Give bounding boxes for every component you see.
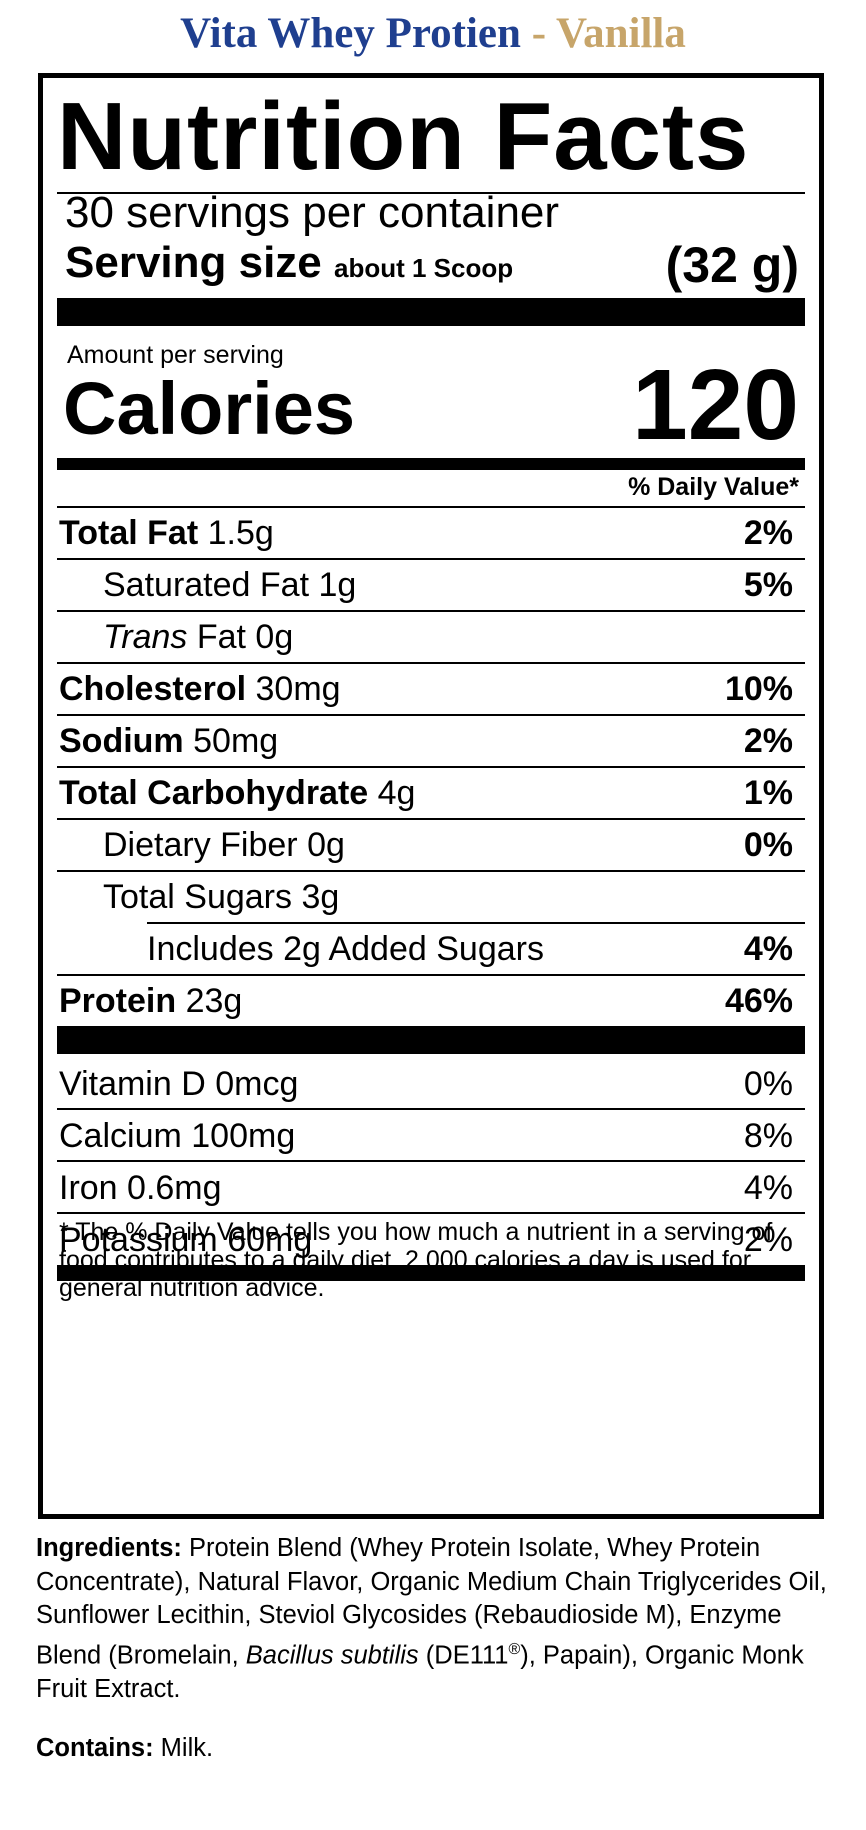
- vitamin-daily-value: 4%: [743, 1169, 793, 1207]
- daily-value-header: % Daily Value*: [628, 473, 799, 501]
- nutrient-amount: 4g: [377, 774, 416, 812]
- vitamin-amount: 0mcg: [215, 1065, 299, 1103]
- nutrient-daily-value: 2%: [743, 722, 793, 760]
- product-name: Vita Whey Protien: [180, 10, 521, 57]
- nutrient-name: Total Sugars: [103, 878, 292, 916]
- nutrient-amount: 50mg: [193, 722, 279, 760]
- vitamin-row-iron: Iron 0.6mg 4%: [57, 1158, 805, 1219]
- nutrient-name: Fat: [196, 618, 246, 656]
- thick-divider: [57, 298, 805, 326]
- vitamin-amount: 100mg: [191, 1117, 296, 1155]
- divider: [57, 1160, 805, 1162]
- divider: [57, 192, 805, 194]
- vitamin-amount: 60mg: [227, 1221, 313, 1259]
- nutrient-name: Sodium: [59, 722, 184, 760]
- serving-size-detail: about 1 Scoop: [334, 253, 514, 283]
- vitamin-name: Calcium: [59, 1117, 182, 1155]
- vitamin-daily-value: 0%: [743, 1065, 793, 1103]
- nutrient-amount: 1g: [318, 566, 357, 604]
- nutrient-name: Saturated Fat: [103, 566, 310, 604]
- amount-per-serving: Amount per serving: [67, 341, 284, 369]
- vitamin-row-vitamin-d: Vitamin D 0mcg 0%: [57, 1054, 805, 1115]
- nutrient-amount: 0g: [255, 618, 294, 656]
- ingredients-text: ), Papain), Organic Monk Fruit Extract.: [36, 1641, 804, 1703]
- calories-value: 120: [632, 349, 799, 461]
- ingredients-statement: Ingredients: Protein Blend (Whey Protein…: [36, 1532, 846, 1706]
- ingredients-label: Ingredients:: [36, 1534, 182, 1562]
- contains-text: Milk.: [160, 1734, 214, 1762]
- serving-size: Serving size about 1 Scoop: [65, 238, 513, 293]
- nutrient-name-italic: Trans: [103, 618, 188, 656]
- nutrition-facts-panel: Nutrition Facts 30 servings per containe…: [38, 73, 824, 1519]
- product-flavor: Vanilla: [555, 10, 686, 57]
- nutrient-row-protein: Protein 23g 46%: [57, 971, 805, 1032]
- divider: [57, 974, 805, 976]
- contains-label: Contains:: [36, 1734, 154, 1762]
- title-separator: -: [520, 10, 556, 57]
- nutrient-amount: 23g: [185, 982, 243, 1020]
- nutrient-daily-value: 5%: [743, 566, 793, 604]
- allergen-statement: Contains: Milk.: [36, 1732, 213, 1766]
- nutrient-amount: 1.5g: [207, 514, 274, 552]
- ingredients-text: Protein Blend (Whey Protein Isolate, Whe…: [36, 1534, 827, 1669]
- nutrient-row-cholesterol: Cholesterol 30mg 10%: [57, 659, 805, 720]
- nutrient-row-sodium: Sodium 50mg 2%: [57, 711, 805, 772]
- nutrient-row-total-fat: Total Fat 1.5g 2%: [57, 503, 805, 564]
- divider: [57, 766, 805, 768]
- nutrient-amount: 0g: [307, 826, 345, 864]
- divider: [57, 506, 805, 508]
- servings-per-container: 30 servings per container: [65, 188, 560, 237]
- nutrient-daily-value: 1%: [743, 774, 793, 812]
- vitamin-row-potassium: Potassium 60mg 2%: [57, 1210, 805, 1271]
- thick-divider: [57, 1026, 805, 1054]
- medium-divider: [57, 458, 805, 470]
- vitamin-daily-value: 2%: [743, 1221, 793, 1259]
- divider: [57, 610, 805, 612]
- nutrient-name: Protein: [59, 982, 177, 1020]
- vitamin-name: Vitamin D: [59, 1065, 206, 1103]
- nutrient-daily-value: 4%: [743, 930, 793, 968]
- serving-size-label: Serving size: [65, 238, 322, 287]
- ingredients-text: (DE111: [425, 1641, 509, 1669]
- nutrient-daily-value: 46%: [724, 982, 793, 1020]
- calories-label: Calories: [63, 367, 356, 450]
- vitamin-name: Iron: [59, 1169, 118, 1207]
- nutrient-row-dietary-fiber: Dietary Fiber 0g 0%: [57, 815, 805, 876]
- nutrition-facts-heading: Nutrition Facts: [57, 83, 750, 190]
- divider: [57, 1212, 805, 1214]
- nutrient-row-trans-fat: Trans Fat 0g: [57, 607, 805, 668]
- divider: [57, 870, 805, 872]
- nutrient-name: Dietary Fiber: [103, 826, 298, 864]
- ingredients-italic-text: Bacillus subtilis: [245, 1641, 419, 1669]
- nutrient-row-total-sugars: Total Sugars 3g: [57, 867, 805, 928]
- nutrient-row-total-carbohydrate: Total Carbohydrate 4g 1%: [57, 763, 805, 824]
- medium-divider: [57, 1265, 805, 1281]
- divider: [57, 558, 805, 560]
- nutrient-row-saturated-fat: Saturated Fat 1g 5%: [57, 555, 805, 616]
- vitamin-amount: 0.6mg: [127, 1169, 222, 1207]
- nutrient-daily-value: 10%: [724, 670, 793, 708]
- registered-mark: ®: [508, 1640, 521, 1658]
- divider: [57, 1108, 805, 1110]
- daily-value-footnote: * The % Daily Value tells you how much a…: [59, 1218, 773, 1302]
- divider: [57, 714, 805, 716]
- nutrient-daily-value: 0%: [743, 826, 793, 864]
- nutrient-daily-value: 2%: [743, 514, 793, 552]
- nutrient-name: Includes 2g Added Sugars: [147, 930, 544, 968]
- divider: [147, 922, 805, 924]
- vitamin-name: Potassium: [59, 1221, 218, 1259]
- product-title: Vita Whey Protien - Vanilla: [0, 6, 866, 62]
- divider: [57, 818, 805, 820]
- serving-size-grams: (32 g): [665, 237, 799, 293]
- nutrient-name: Total Fat: [59, 514, 199, 552]
- vitamin-daily-value: 8%: [743, 1117, 793, 1155]
- nutrient-amount: 3g: [301, 878, 340, 916]
- divider: [57, 662, 805, 664]
- nutrient-amount: 30mg: [255, 670, 341, 708]
- nutrient-row-added-sugars: Includes 2g Added Sugars 4%: [57, 919, 805, 980]
- nutrient-name: Total Carbohydrate: [59, 774, 369, 812]
- vitamin-row-calcium: Calcium 100mg 8%: [57, 1106, 805, 1167]
- nutrient-name: Cholesterol: [59, 670, 247, 708]
